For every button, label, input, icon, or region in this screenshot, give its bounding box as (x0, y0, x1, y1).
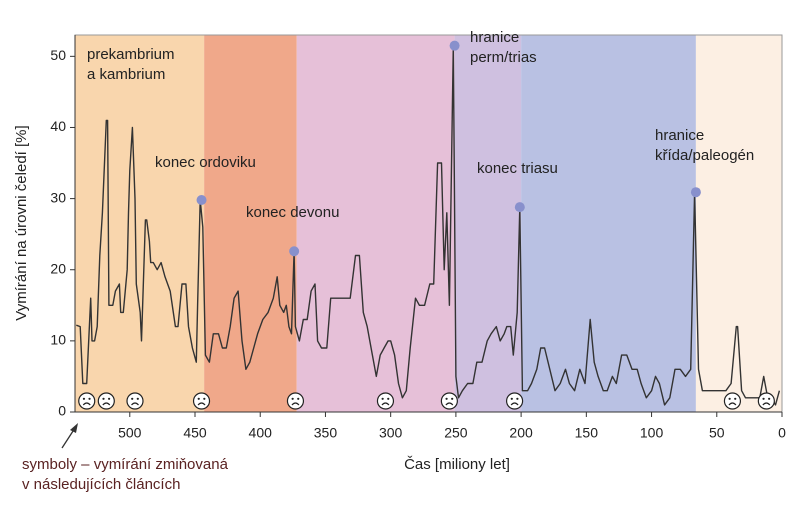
x-tick-label: 500 (118, 425, 142, 441)
symbol-part (728, 402, 737, 406)
symbol-part (102, 402, 111, 406)
symbol-part (762, 397, 765, 400)
period-band (454, 35, 522, 412)
extinction-symbol (78, 392, 96, 410)
symbol-part (291, 402, 300, 406)
extinction-symbol (376, 392, 395, 410)
symbol-part (768, 397, 771, 400)
symbol-part (387, 397, 390, 400)
y-axis-label: Vymírání na úrovni čeledí [%] (13, 125, 30, 320)
symbol-part (197, 397, 200, 400)
symbol-part (136, 397, 139, 400)
annotation: hranice (655, 127, 704, 144)
annotation: křída/paleogén (655, 147, 754, 164)
symbol-part (505, 392, 524, 410)
symbol-part (297, 397, 300, 400)
extinction-symbol (440, 392, 458, 410)
period-band (204, 35, 297, 412)
annotation: hranice (470, 29, 519, 46)
annotation: konec ordoviku (155, 154, 256, 171)
annotation: a kambrium (87, 66, 165, 83)
symbol-part (131, 397, 134, 400)
symbol-part (723, 392, 742, 410)
symbol-part (440, 392, 458, 410)
symbol-part (102, 397, 105, 400)
symbol-part (757, 392, 775, 410)
caption-line: symboly – vymírání zmiňovaná (22, 456, 229, 473)
x-tick-label: 150 (575, 425, 599, 441)
symbol-part (445, 402, 454, 406)
annotation: konec devonu (246, 204, 339, 221)
x-tick-label: 100 (640, 425, 664, 441)
symbol-part (728, 397, 731, 400)
x-tick-label: 200 (509, 425, 533, 441)
symbol-part (97, 392, 115, 410)
extinction-symbol (723, 392, 742, 410)
symbol-part (381, 397, 384, 400)
y-tick-label: 20 (50, 260, 66, 276)
annotation: konec triasu (477, 160, 558, 177)
symbol-part (734, 397, 737, 400)
series-line (76, 45, 781, 406)
extinction-symbol (97, 392, 115, 410)
period-band (521, 35, 696, 412)
annotation: prekambrium (87, 46, 175, 63)
caption-line: v následujících článcích (22, 476, 180, 493)
caption-arrow (61, 423, 78, 449)
symbol-part (78, 392, 96, 410)
symbol-part (451, 397, 454, 400)
symbol-part (82, 402, 91, 406)
y-tick-label: 40 (50, 118, 66, 134)
symbol-part (381, 402, 390, 406)
y-tick-label: 10 (50, 332, 66, 348)
symbol-part (762, 402, 771, 406)
y-tick-label: 30 (50, 189, 66, 205)
extinction-symbol (192, 392, 211, 410)
symbol-part (291, 397, 294, 400)
x-tick-label: 0 (778, 425, 786, 441)
peak-point (289, 246, 300, 257)
x-tick-label: 350 (314, 425, 338, 441)
symbol-part (516, 397, 519, 400)
symbol-part (126, 392, 144, 410)
symbol-part (203, 397, 206, 400)
peak-point (514, 202, 525, 213)
peak-point (196, 195, 207, 206)
annotation: perm/trias (470, 49, 537, 66)
extinction-symbol (757, 392, 775, 410)
symbol-part (286, 392, 305, 410)
x-tick-label: 450 (183, 425, 207, 441)
extinction-symbol (126, 392, 144, 410)
x-tick-label: 300 (379, 425, 403, 441)
period-bands (75, 35, 782, 412)
period-band (75, 35, 205, 412)
x-tick-label: 400 (249, 425, 273, 441)
symbol-part (88, 397, 91, 400)
symbol-part (192, 392, 211, 410)
x-axis-label: Čas [miliony let] (404, 456, 510, 473)
extinction-symbol (286, 392, 305, 410)
symbol-part (197, 402, 206, 406)
symbol-part (108, 397, 111, 400)
peak-point (690, 187, 701, 198)
symbol-part (82, 397, 86, 400)
symbol-part (445, 397, 448, 400)
period-band (296, 35, 455, 412)
x-tick-label: 250 (444, 425, 468, 441)
y-tick-label: 0 (58, 403, 66, 419)
symbol-part (510, 397, 513, 400)
symbol-part (131, 402, 139, 406)
symbol-part (376, 392, 395, 410)
symbol-part (510, 402, 519, 406)
peak-point (449, 40, 460, 51)
x-tick-label: 50 (709, 425, 725, 441)
y-tick-label: 50 (50, 47, 66, 63)
extinction-symbol (505, 392, 524, 410)
